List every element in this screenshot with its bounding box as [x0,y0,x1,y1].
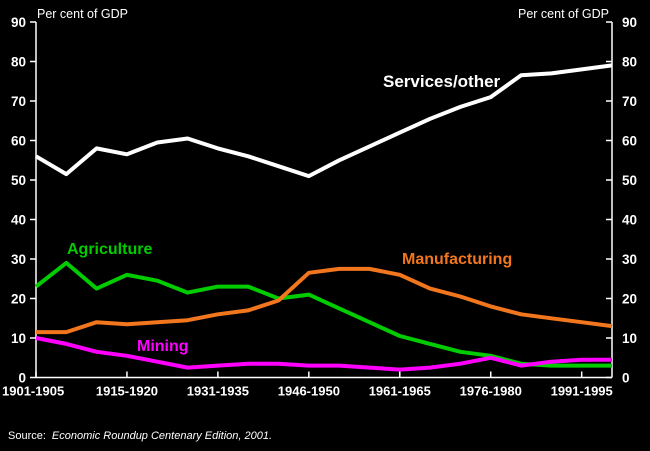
y-tick-label-left: 70 [11,94,26,109]
source-prefix: Source: [8,430,46,442]
y-tick-label-left: 60 [11,134,26,149]
series-line-manufacturing [36,266,613,335]
y-tick-label-right: 40 [622,213,637,228]
y-tick-label-left: 90 [11,15,26,30]
y-tick-label-left: 20 [11,292,26,307]
y-tick-label-right: 10 [622,331,637,346]
y-tick-label-right: 20 [622,292,637,307]
x-tick-label: 1915-1920 [96,384,158,399]
y-tick-label-left: 10 [11,331,26,346]
x-tick-label: 1901-1905 [2,384,64,399]
y-tick-label-left: 30 [11,252,26,267]
y-tick-label-right: 80 [622,55,637,70]
y-tick-label-right: 50 [622,173,637,188]
x-tick-label: 1976-1980 [460,384,522,399]
series-label-agriculture: Agriculture [67,241,153,258]
series-label-services: Services/other [383,72,501,91]
y-tick-label-right: 70 [622,94,637,109]
series-line-mining [35,336,612,372]
x-tick-label: 1946-1950 [278,384,340,399]
y-tick-label-left: 0 [18,371,26,386]
left-axis-title: Per cent of GDP [37,7,129,21]
series-line-services-other [34,63,613,179]
x-tick-label: 1931-1935 [187,384,249,399]
right-axis-title: Per cent of GDP [517,7,609,21]
series-label-manufacturing: Manufacturing [402,251,513,268]
x-tick-label: 1961-1965 [369,384,431,399]
y-tick-label-right: 30 [622,252,637,267]
source-line: Source: Economic Roundup Centenary Editio… [8,430,272,442]
y-tick-label-right: 0 [622,371,630,386]
y-tick-label-right: 60 [622,134,637,149]
y-tick-label-left: 80 [11,55,26,70]
y-tick-label-left: 50 [11,173,26,188]
x-tick-label: 1991-1995 [551,384,613,399]
series-label-mining: Mining [137,338,189,355]
y-tick-label-left: 40 [11,213,26,228]
source-citation: Economic Roundup Centenary Edition, 2001… [51,430,273,442]
y-tick-label-right: 90 [622,15,637,30]
